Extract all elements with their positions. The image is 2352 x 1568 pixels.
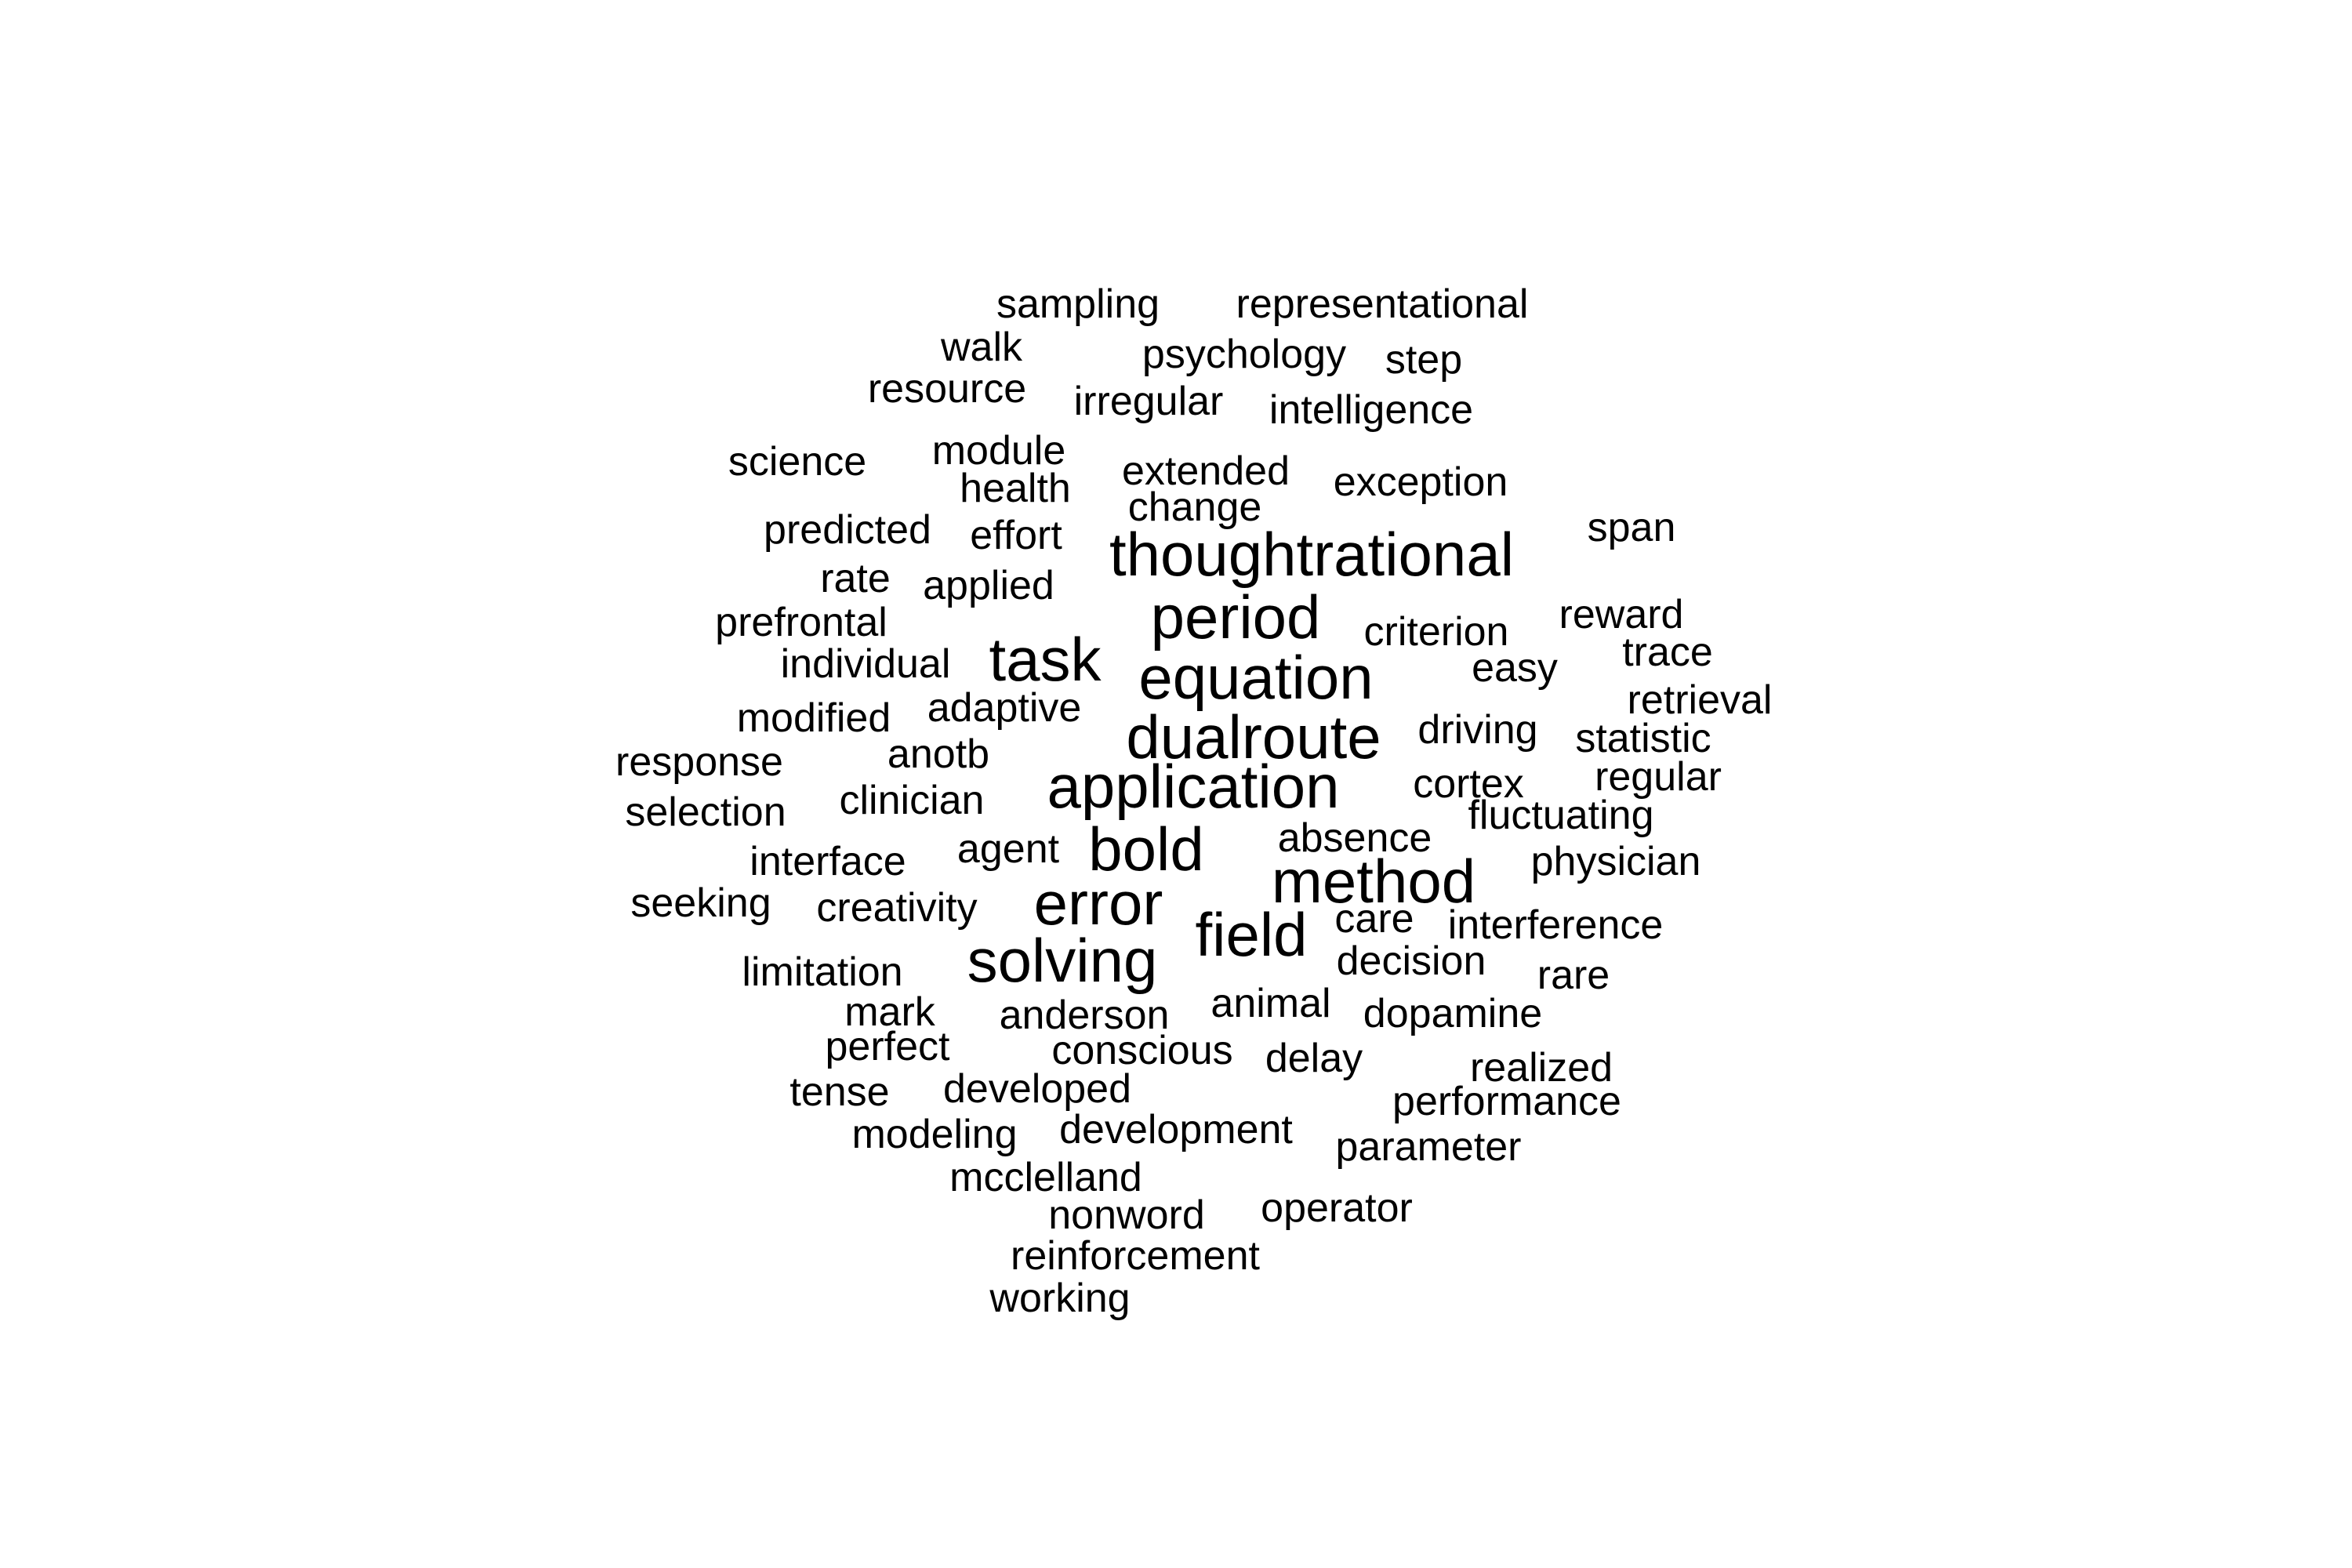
word-working: working: [989, 1276, 1131, 1321]
word-reward: reward: [1559, 592, 1684, 637]
word-walk: walk: [940, 325, 1023, 370]
word-error: error: [1033, 869, 1163, 938]
word-anderson: anderson: [999, 993, 1170, 1038]
word-decision: decision: [1336, 938, 1486, 984]
word-mark: mark: [844, 989, 935, 1035]
word-regular: regular: [1595, 754, 1722, 800]
word-physician: physician: [1530, 839, 1701, 884]
word-realized: realized: [1469, 1045, 1613, 1091]
word-resource: resource: [867, 366, 1027, 412]
word-health: health: [960, 466, 1071, 511]
word-driving: driving: [1417, 707, 1538, 753]
word-span: span: [1587, 505, 1676, 550]
word-retrieval: retrieval: [1627, 677, 1773, 723]
word-parameter: parameter: [1335, 1124, 1522, 1170]
word-clinician: clinician: [839, 778, 985, 823]
word-module: module: [931, 428, 1066, 474]
word-thoughtrational: thoughtrational: [1109, 520, 1515, 589]
word-developed: developed: [943, 1066, 1131, 1112]
word-task: task: [989, 625, 1102, 694]
word-extended: extended: [1122, 448, 1290, 494]
word-irregular: irregular: [1073, 379, 1224, 424]
word-nonword: nonword: [1048, 1192, 1205, 1238]
word-effort: effort: [970, 513, 1062, 558]
word-absence: absence: [1277, 815, 1432, 861]
word-criterion: criterion: [1363, 609, 1509, 655]
word-tense: tense: [789, 1069, 890, 1115]
word-bold: bold: [1088, 815, 1204, 884]
word-rare: rare: [1537, 953, 1610, 998]
word-representational: representational: [1236, 281, 1529, 327]
word-fluctuating: fluctuating: [1468, 793, 1654, 838]
word-dualroute: dualroute: [1126, 702, 1381, 771]
word-trace: trace: [1622, 630, 1713, 675]
word-perfect: perfect: [825, 1024, 950, 1069]
word-cortex: cortex: [1413, 761, 1524, 807]
word-equation: equation: [1138, 643, 1374, 712]
word-easy: easy: [1472, 645, 1558, 691]
word-development: development: [1059, 1107, 1293, 1152]
word-field: field: [1195, 900, 1308, 969]
word-applied: applied: [923, 563, 1054, 608]
word-psychology: psychology: [1142, 332, 1347, 377]
word-selection: selection: [625, 789, 786, 835]
word-adaptive: adaptive: [927, 685, 1082, 731]
word-performance: performance: [1392, 1079, 1621, 1124]
word-agent: agent: [956, 826, 1060, 872]
word-method: method: [1271, 847, 1476, 916]
word-animal: animal: [1210, 981, 1331, 1026]
word-solving: solving: [967, 926, 1158, 995]
word-science: science: [728, 439, 867, 485]
word-interference: interference: [1447, 902, 1664, 948]
word-operator: operator: [1261, 1185, 1413, 1231]
word-care: care: [1334, 896, 1414, 942]
word-predicted: predicted: [764, 507, 931, 553]
word-period: period: [1150, 583, 1321, 652]
word-seeking: seeking: [630, 880, 771, 926]
word-conscious: conscious: [1051, 1028, 1233, 1073]
word-intelligence: intelligence: [1269, 387, 1474, 433]
word-sampling: sampling: [996, 281, 1160, 327]
word-change: change: [1127, 485, 1262, 530]
word-interface: interface: [750, 839, 906, 884]
word-delay: delay: [1265, 1036, 1363, 1081]
word-modified: modified: [736, 695, 891, 741]
word-anotb: anotb: [887, 731, 990, 777]
word-application: application: [1047, 752, 1340, 821]
word-response: response: [615, 739, 783, 785]
word-limitation: limitation: [742, 949, 903, 995]
word-creativity: creativity: [816, 885, 978, 931]
word-modeling: modeling: [851, 1112, 1018, 1157]
word-statistic: statistic: [1575, 716, 1711, 761]
word-mcclelland: mcclelland: [949, 1155, 1142, 1200]
word-step: step: [1385, 337, 1463, 383]
word-individual: individual: [780, 641, 951, 687]
word-reinforcement: reinforcement: [1011, 1233, 1260, 1279]
word-rate: rate: [820, 556, 891, 601]
word-dopamine: dopamine: [1363, 991, 1543, 1036]
word-prefrontal: prefrontal: [715, 600, 887, 645]
word-exception: exception: [1333, 459, 1508, 505]
